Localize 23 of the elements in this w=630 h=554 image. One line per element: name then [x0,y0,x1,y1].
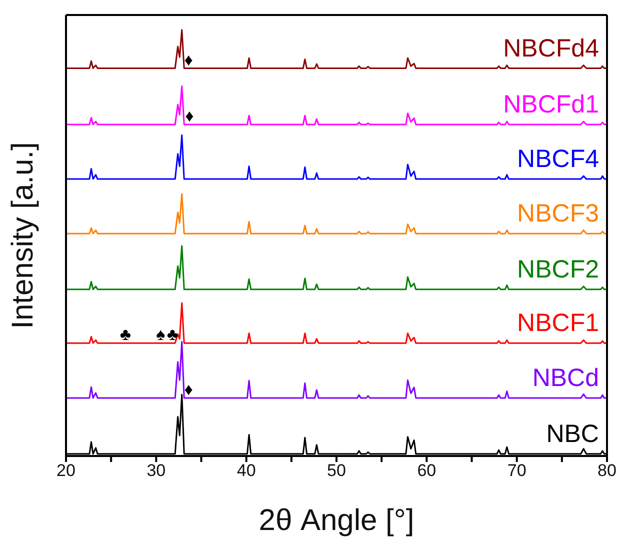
annotation: ♦ [185,106,194,126]
x-tick-label: 20 [56,461,76,480]
x-tick-label: 40 [236,461,256,480]
annotation: ♦ [184,50,194,70]
x-tick-label: 80 [598,461,616,480]
annotation: ♦ [184,380,194,400]
x-tick-label: 60 [417,461,436,480]
x-tick-label: 30 [146,461,166,480]
series-label: NBCd [532,364,599,392]
annotation: ♠ [156,325,166,344]
series-label: NBCF4 [517,145,600,174]
x-tick-label: 70 [507,461,526,480]
x-axis-title: 2θ Angle [°] [258,504,414,537]
x-tick-label: 50 [327,461,346,480]
series-label: NBC [546,420,599,448]
series-label: NBCF2 [517,255,599,284]
series-label: NBCFd1 [503,90,599,119]
series-label: NBCF1 [517,309,599,338]
y-axis-title: Intensity [a.u.] [6,142,40,329]
annotation: ♣ [166,325,178,344]
series-label: NBCFd4 [503,34,600,62]
annotation: ♣ [120,325,132,344]
series-label: NBCF3 [517,200,599,228]
